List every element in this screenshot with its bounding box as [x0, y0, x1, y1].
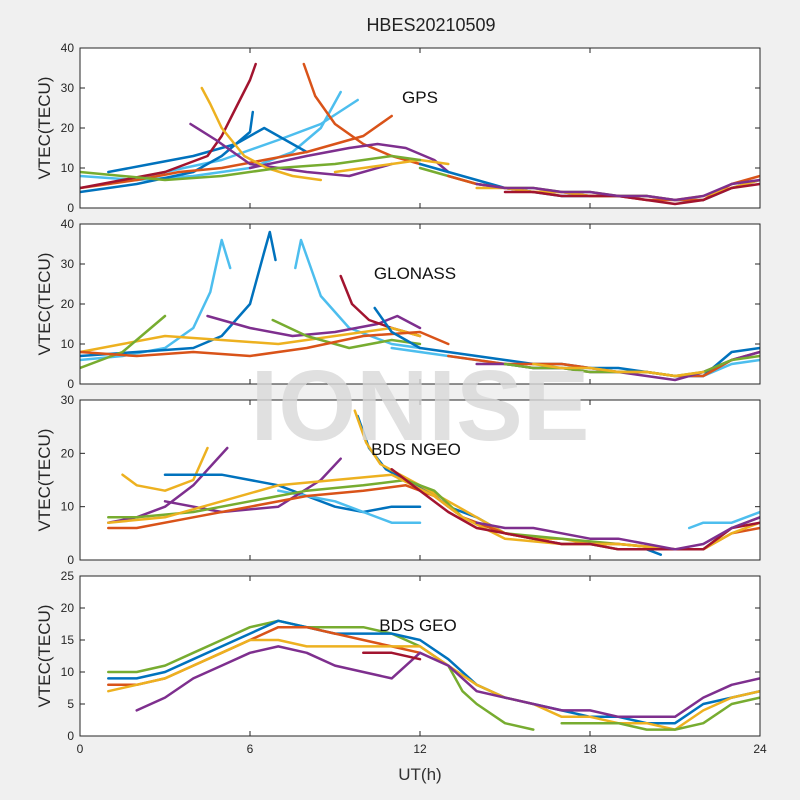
y-tick-label: 10: [61, 161, 75, 175]
panel-glonass: 0 10 20 30 40 VTEC(TECU) GLONASS: [35, 217, 761, 391]
series-line-4: [277, 489, 422, 524]
series-group: [80, 230, 760, 382]
x-tick-label: 18: [583, 742, 597, 756]
panel-label: BDS NGEO: [371, 440, 461, 459]
series-line-15: [532, 362, 705, 378]
series-group: [107, 619, 760, 731]
y-tick-label: 10: [61, 665, 75, 679]
y-axis-label: VTEC(TECU): [35, 77, 54, 180]
series-line-4: [107, 126, 308, 174]
y-tick-label: 10: [61, 500, 75, 514]
series-line-9: [248, 142, 450, 174]
x-axis-label: UT(h): [398, 765, 441, 784]
y-axis-label: VTEC(TECU): [35, 605, 54, 708]
series-line-11: [333, 158, 450, 174]
series-line-6: [80, 326, 422, 354]
y-tick-label: 40: [61, 41, 75, 55]
panel-bds-geo: 0 5 10 15 20 25 0 6 12 18 24 VTEC(TECU) BDS GEO: [35, 569, 767, 756]
series-line-1: [121, 446, 209, 492]
x-tick-label: 12: [413, 742, 427, 756]
y-tick-label: 15: [61, 633, 75, 647]
series-line-5: [135, 645, 760, 719]
series-line-12: [475, 516, 760, 551]
series-line-10: [200, 86, 323, 182]
y-axis-label: VTEC(TECU): [35, 429, 54, 532]
y-tick-label: 0: [67, 553, 74, 567]
x-tick-label: 0: [77, 742, 84, 756]
series-line-7: [80, 62, 257, 190]
series-line-2: [80, 230, 277, 358]
y-tick-label: 30: [61, 81, 75, 95]
y-tick-label: 0: [67, 729, 74, 743]
panel-label: GLONASS: [374, 264, 456, 283]
series-line-18: [475, 178, 760, 202]
series-line-17: [503, 182, 760, 206]
series-group: [107, 409, 760, 556]
panel-gps: 0 10 20 30 40 VTEC(TECU) GPS: [35, 41, 761, 215]
y-tick-label: 25: [61, 569, 75, 583]
series-line-11: [390, 468, 760, 551]
series-line-2: [107, 446, 229, 524]
panel-label: BDS GEO: [379, 616, 456, 635]
series-line-12: [80, 154, 422, 182]
y-tick-label: 20: [61, 121, 75, 135]
series-line-7: [560, 696, 760, 731]
y-tick-label: 30: [61, 257, 75, 271]
y-tick-label: 0: [67, 201, 74, 215]
figure-title: HBES20210509: [366, 15, 495, 35]
series-line-13: [687, 510, 760, 530]
y-tick-label: 5: [67, 697, 74, 711]
y-tick-label: 10: [61, 337, 75, 351]
plot-area: [80, 224, 760, 384]
y-tick-label: 30: [61, 393, 75, 407]
series-line-1: [107, 619, 535, 731]
series-line-3: [294, 238, 422, 350]
y-tick-label: 20: [61, 297, 75, 311]
y-tick-label: 40: [61, 217, 75, 231]
series-line-7: [163, 457, 342, 514]
series-line-6: [362, 651, 422, 661]
series-line-3: [80, 110, 255, 194]
panel-bds-ngeo: 0 10 20 30 VTEC(TECU) BDS NGEO: [35, 393, 761, 567]
x-tick-label: 24: [753, 742, 767, 756]
series-line-3: [163, 473, 422, 514]
y-tick-label: 0: [67, 377, 74, 391]
series-line-9: [80, 330, 450, 358]
x-tick-label: 6: [247, 742, 254, 756]
series-line-4: [107, 638, 760, 731]
y-axis-label: VTEC(TECU): [35, 253, 54, 356]
y-tick-label: 20: [61, 601, 75, 615]
watermark: IONISE: [251, 350, 590, 462]
subplots: 0 10 20 30 40 VTEC(TECU) GPS 0 10 20 30 40 VTEC(TECU…: [35, 41, 767, 756]
series-line-4: [206, 314, 422, 338]
panel-label: GPS: [402, 88, 438, 107]
plot-area: [80, 576, 760, 736]
series-group: [80, 62, 760, 206]
series-line-8: [271, 318, 422, 350]
y-tick-label: 20: [61, 446, 75, 460]
plot-area: [80, 48, 760, 208]
series-line-7: [80, 314, 167, 370]
